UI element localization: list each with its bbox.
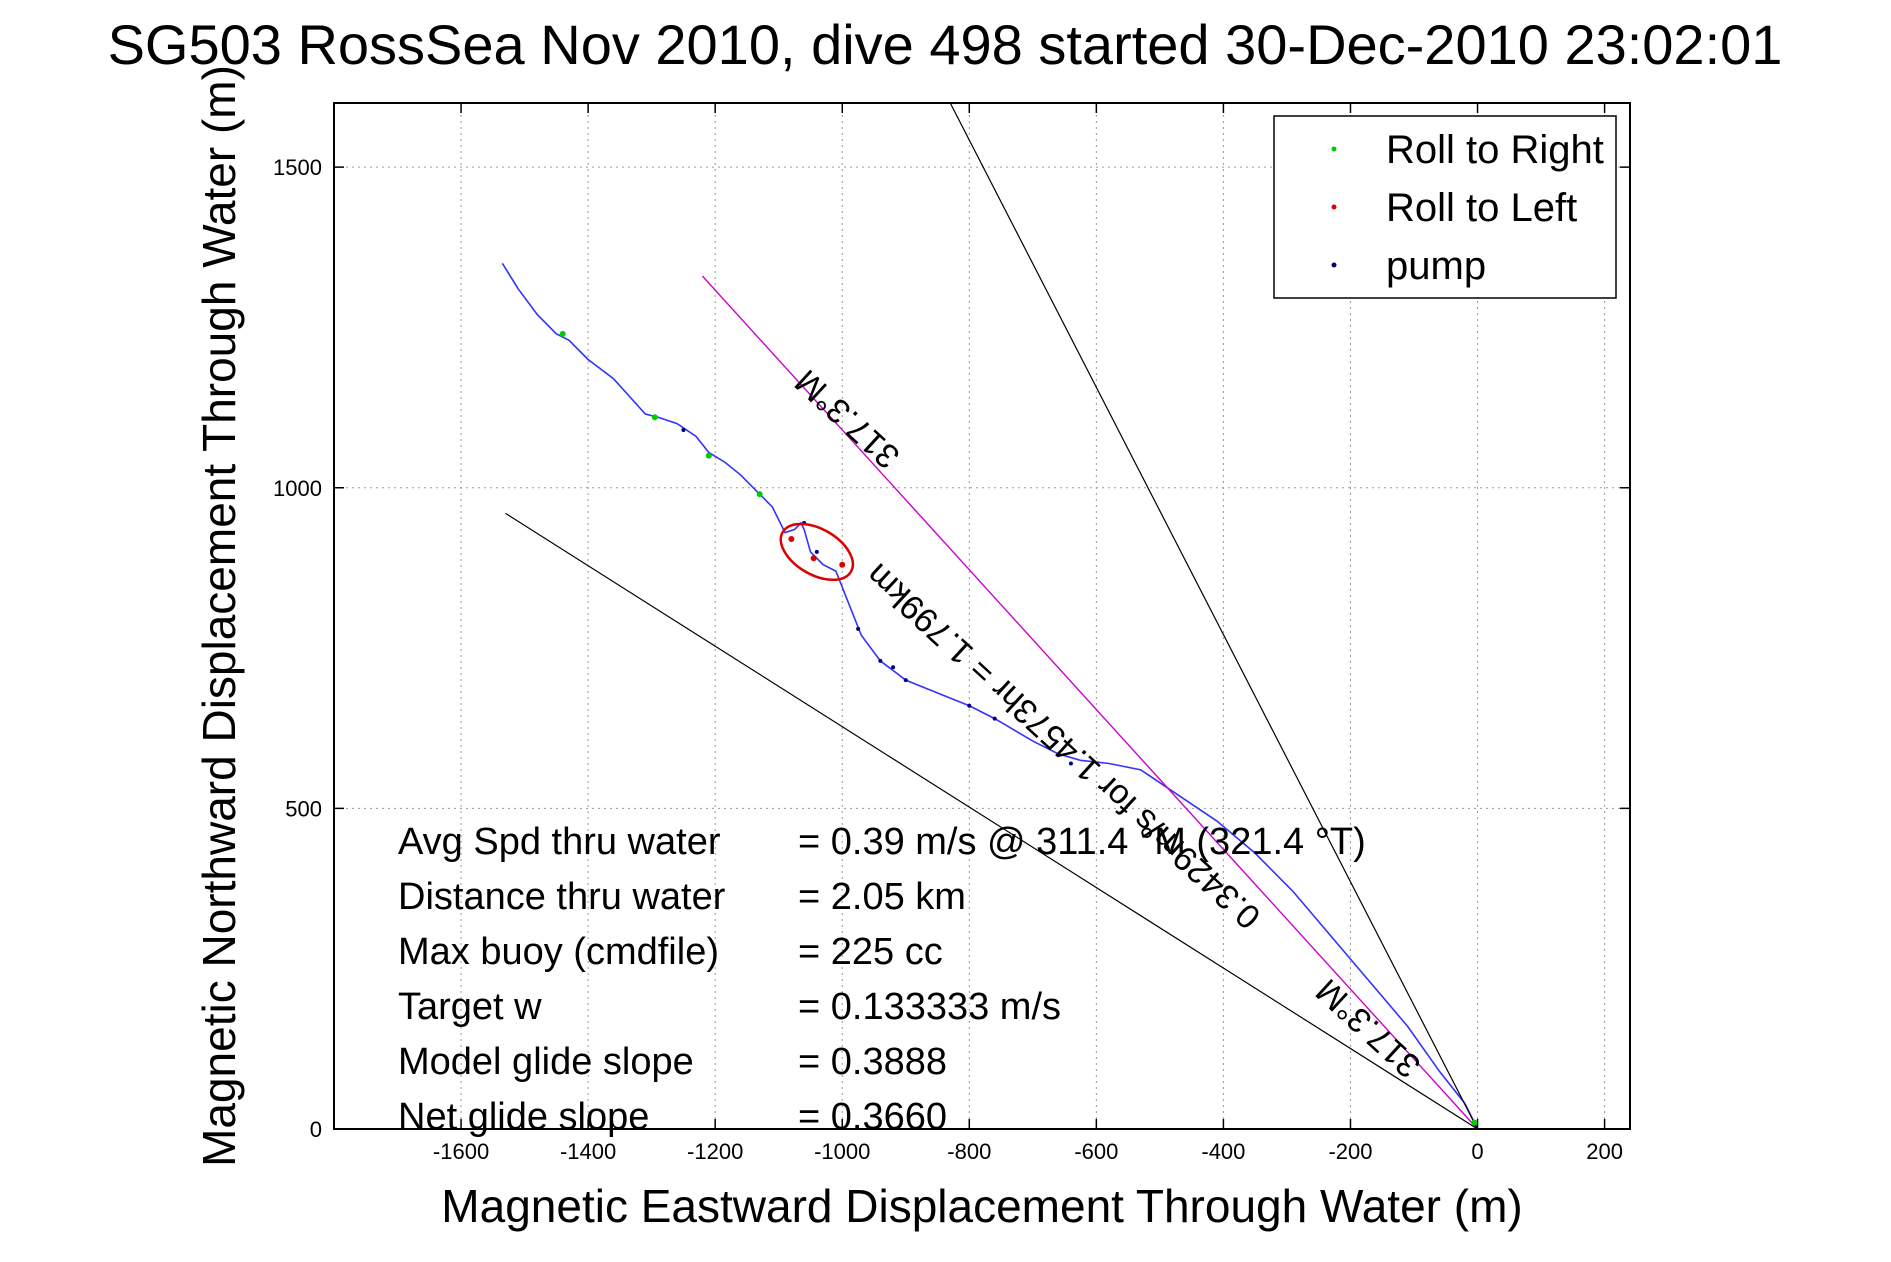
x-tick-label: 0 [1471,1139,1483,1164]
pump-marker [903,678,908,683]
series-target-line [701,275,1479,1130]
stats-block: Avg Spd thru water = 0.39 m/s @ 311.4 °M … [398,821,1366,1138]
roll-right-marker [1471,1119,1478,1126]
series-heading-bound [505,512,1478,1130]
y-axis-label: Magnetic Northward Displacement Through … [193,65,245,1167]
series-markers [559,330,1478,1126]
pump-marker [681,428,686,433]
stat-label: Max buoy (cmdfile) [398,931,719,973]
legend-marker [1331,262,1337,268]
x-tick-label: -200 [1328,1139,1372,1164]
y-tick-label: 1000 [273,476,322,501]
x-tick-label: -1200 [687,1139,743,1164]
y-tick-label: 0 [310,1117,322,1142]
pump-marker [1068,761,1073,766]
plot-area [333,102,1631,1130]
stat-value: = 0.133333 m/s [798,986,1061,1028]
x-tick-label: 200 [1586,1139,1623,1164]
roll-right-marker [559,330,566,337]
legend: Roll to Right Roll to Left pump [1273,115,1617,299]
pump-marker [967,703,972,708]
roll-right-marker [705,452,712,459]
legend-marker [1331,204,1337,210]
stat-label: Avg Spd thru water [398,821,721,863]
pump-marker [856,626,861,631]
stat-label: Distance thru water [398,876,726,918]
series-track [501,262,1479,1130]
x-tick-label: -1000 [814,1139,870,1164]
legend-box [1273,115,1617,299]
x-tick-label: -1600 [433,1139,489,1164]
legend-entry: Roll to Right [1386,128,1604,172]
y-tick-label: 1500 [273,155,322,180]
stat-value: = 0.3660 [798,1096,947,1138]
x-tick-label: -1400 [560,1139,616,1164]
pump-marker [878,658,883,663]
x-tick-label: -800 [947,1139,991,1164]
x-tick-label: -600 [1074,1139,1118,1164]
roll-left-marker [810,555,817,562]
x-axis-label: Magnetic Eastward Displacement Through W… [441,1180,1522,1232]
chart-title: SG503 RossSea Nov 2010, dive 498 started… [108,13,1783,76]
stat-value: = 225 cc [798,931,943,973]
stat-label: Model glide slope [398,1041,694,1083]
roll-left-marker [839,561,846,568]
series-lines [501,102,1479,1130]
x-tick-label: -400 [1201,1139,1245,1164]
stat-label: Target w [398,986,542,1028]
stat-value: = 0.3888 [798,1041,947,1083]
roll-left-marker [788,536,795,543]
roll-right-marker [756,491,763,498]
roll-right-marker [651,414,658,421]
series-heading-bound [949,102,1479,1130]
legend-marker [1331,146,1337,152]
stat-value: = 2.05 km [798,876,966,918]
stat-value: = 0.39 m/s @ 311.4 °M (321.4 °T) [798,821,1366,863]
axis-ticks: -1600 -1400 -1200 -1000 -800 -600 -400 -200 0 200… [273,103,1630,1164]
y-tick-label: 500 [285,796,322,821]
legend-entry: pump [1386,244,1486,288]
stat-label: Net glide slope [398,1096,649,1138]
pump-marker [814,549,819,554]
pump-marker [891,665,896,670]
roll-left-loop [779,522,855,582]
pump-marker [992,716,997,721]
legend-entry: Roll to Left [1386,186,1577,230]
